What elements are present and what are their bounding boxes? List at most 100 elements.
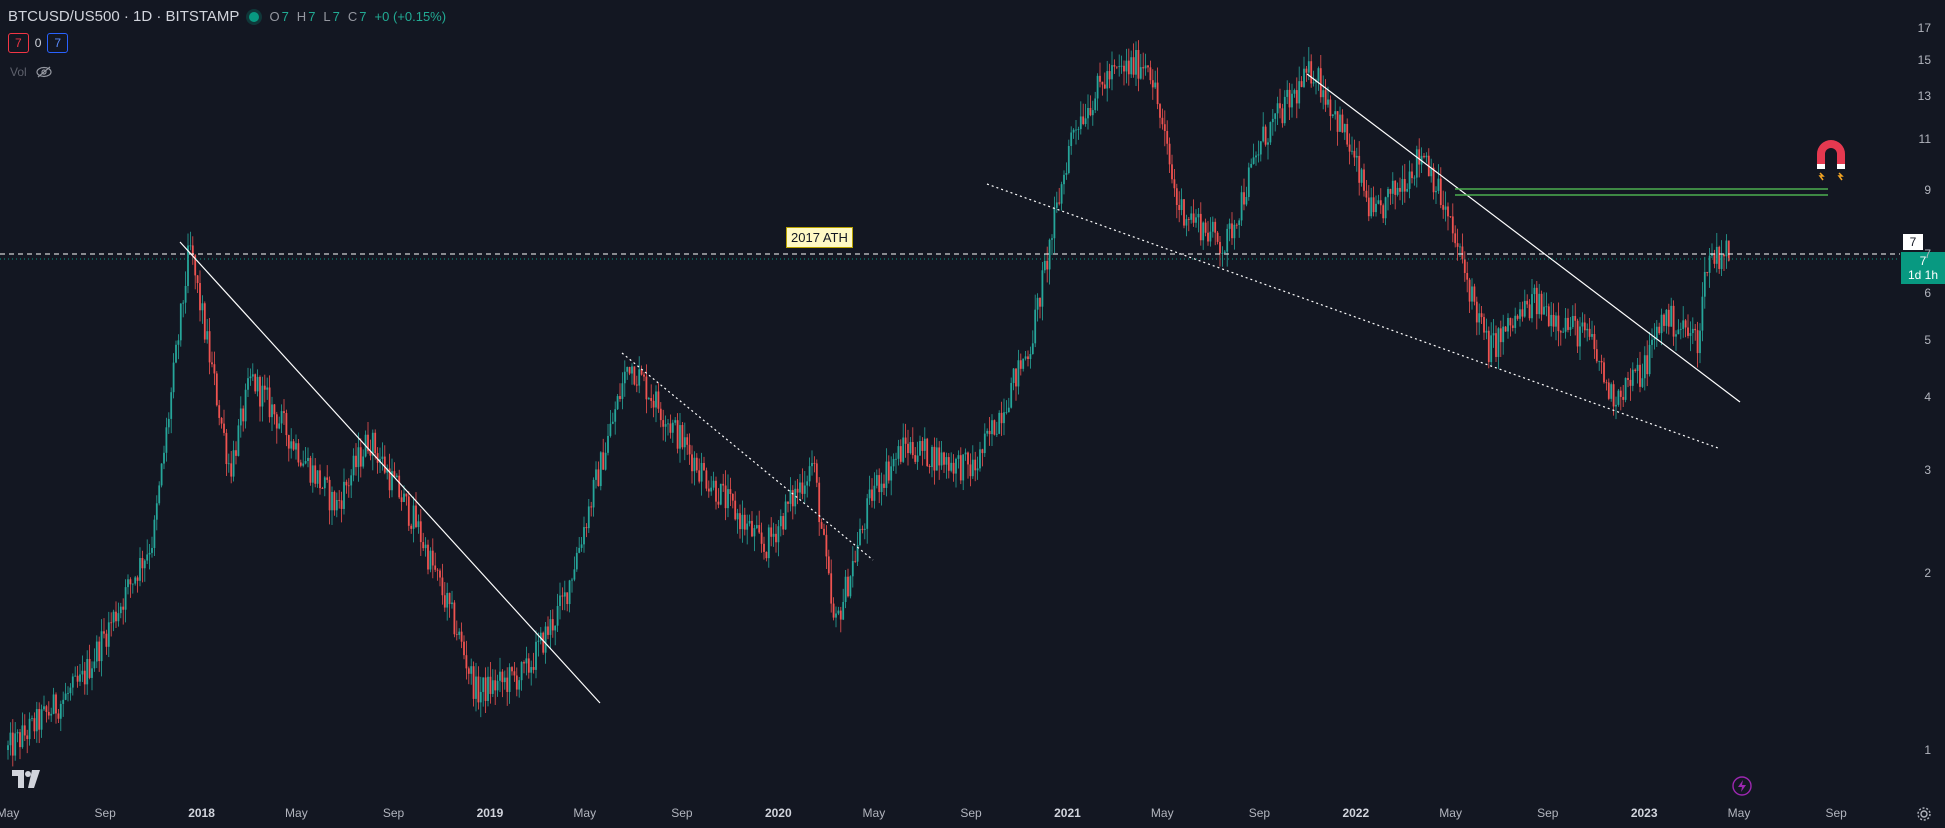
- candle-body: [43, 706, 45, 710]
- candle-body: [590, 506, 593, 508]
- candle-body: [1000, 412, 1003, 424]
- candle-body: [1447, 206, 1449, 217]
- time-tick: May: [1727, 806, 1751, 820]
- candle-body: [383, 456, 386, 473]
- magnet-icon[interactable]: [1817, 140, 1845, 181]
- candle-body: [530, 667, 533, 673]
- candle-body: [640, 369, 643, 375]
- flash-icon[interactable]: [1732, 776, 1752, 796]
- candle-body: [1672, 305, 1675, 337]
- candle-body: [1130, 57, 1133, 75]
- price-tick: 11: [1918, 131, 1931, 146]
- volume-indicator[interactable]: Vol: [10, 65, 53, 79]
- candle-body: [388, 468, 391, 491]
- candle-body: [1324, 90, 1327, 105]
- sell-button[interactable]: 7: [8, 33, 29, 53]
- candle-body: [1120, 65, 1123, 67]
- candle-body: [609, 423, 612, 436]
- candle-body: [1571, 315, 1574, 328]
- candle-body: [446, 592, 449, 608]
- candle-body: [801, 482, 804, 494]
- candle-body: [1233, 224, 1236, 239]
- candle-body: [1574, 315, 1577, 321]
- candle-body: [897, 446, 900, 459]
- candle-body: [261, 385, 264, 407]
- candle-body: [1228, 223, 1231, 229]
- candle-body: [988, 430, 991, 435]
- candle-body: [902, 437, 905, 462]
- candle-body: [1624, 377, 1627, 400]
- candle-body: [367, 434, 369, 452]
- trendline-2019-dotted[interactable]: [621, 352, 874, 561]
- candle-body: [352, 455, 355, 476]
- candle-body: [998, 412, 1001, 434]
- candle-body: [1358, 155, 1361, 183]
- candle-body: [1197, 213, 1200, 218]
- buy-button[interactable]: 7: [47, 33, 69, 53]
- candle-body: [981, 449, 984, 454]
- candle-body: [67, 693, 69, 694]
- candle-body: [398, 475, 401, 498]
- candle-body: [1430, 167, 1433, 177]
- trendline-2018[interactable]: [179, 241, 601, 704]
- candle-body: [899, 446, 902, 462]
- candle-body: [866, 498, 869, 529]
- candle-body: [71, 676, 74, 688]
- candle-body: [995, 433, 998, 435]
- candle-body: [1281, 108, 1284, 124]
- candle-body: [1144, 65, 1147, 69]
- candle-body: [1257, 154, 1260, 156]
- candle-body: [679, 425, 681, 449]
- candle-body: [856, 545, 859, 562]
- trendline-2022[interactable]: [1306, 73, 1741, 403]
- candle-body: [835, 613, 837, 618]
- gear-icon[interactable]: [1916, 806, 1932, 822]
- candle-body: [1209, 231, 1212, 242]
- candle-body: [182, 302, 185, 304]
- candle-body: [1259, 141, 1262, 155]
- candle-body: [611, 421, 614, 424]
- candle-body: [1540, 293, 1543, 315]
- candle-body: [271, 404, 273, 418]
- candle-body: [163, 452, 165, 464]
- candle-body: [110, 622, 113, 624]
- candle-body: [1533, 287, 1536, 295]
- candle-body: [1295, 90, 1298, 104]
- candle-body: [1708, 255, 1711, 273]
- candle-body: [160, 463, 163, 486]
- candle-body: [705, 470, 708, 489]
- candle-body: [1504, 326, 1507, 332]
- candle-body: [1243, 192, 1245, 205]
- candle-body: [1101, 81, 1104, 85]
- candle-body: [1135, 49, 1137, 75]
- candle-body: [410, 525, 413, 529]
- trendline-2021-dotted[interactable]: [986, 183, 1719, 449]
- candle-body: [1252, 157, 1255, 164]
- candle-body: [1171, 164, 1173, 180]
- time-tick: 2019: [476, 806, 504, 820]
- symbol-title[interactable]: BTCUSD/US500 · 1D · BITSTAMP: [8, 8, 240, 25]
- candle-body: [976, 468, 979, 471]
- candle-body: [487, 676, 489, 701]
- candle-body: [1461, 246, 1464, 260]
- candle-body: [775, 533, 777, 543]
- candle-body: [1468, 279, 1471, 302]
- candle-body: [1207, 232, 1209, 242]
- candle-body: [643, 374, 645, 377]
- candle-body: [179, 303, 182, 341]
- candle-body: [967, 452, 969, 465]
- tradingview-logo-icon[interactable]: [12, 770, 44, 788]
- price-tick: 13: [1917, 89, 1931, 104]
- candle-body: [1502, 326, 1505, 343]
- eye-off-icon[interactable]: [35, 66, 53, 78]
- candle-body: [299, 462, 302, 466]
- ath-annotation[interactable]: 2017 ATH: [786, 227, 853, 248]
- candle-body: [1543, 306, 1545, 315]
- candle-body: [285, 413, 288, 436]
- candle-body: [98, 641, 101, 662]
- candle-body: [350, 475, 353, 486]
- candle-body: [1658, 326, 1661, 334]
- candle-body: [1156, 82, 1159, 105]
- current-price-value: 7: [1919, 254, 1927, 268]
